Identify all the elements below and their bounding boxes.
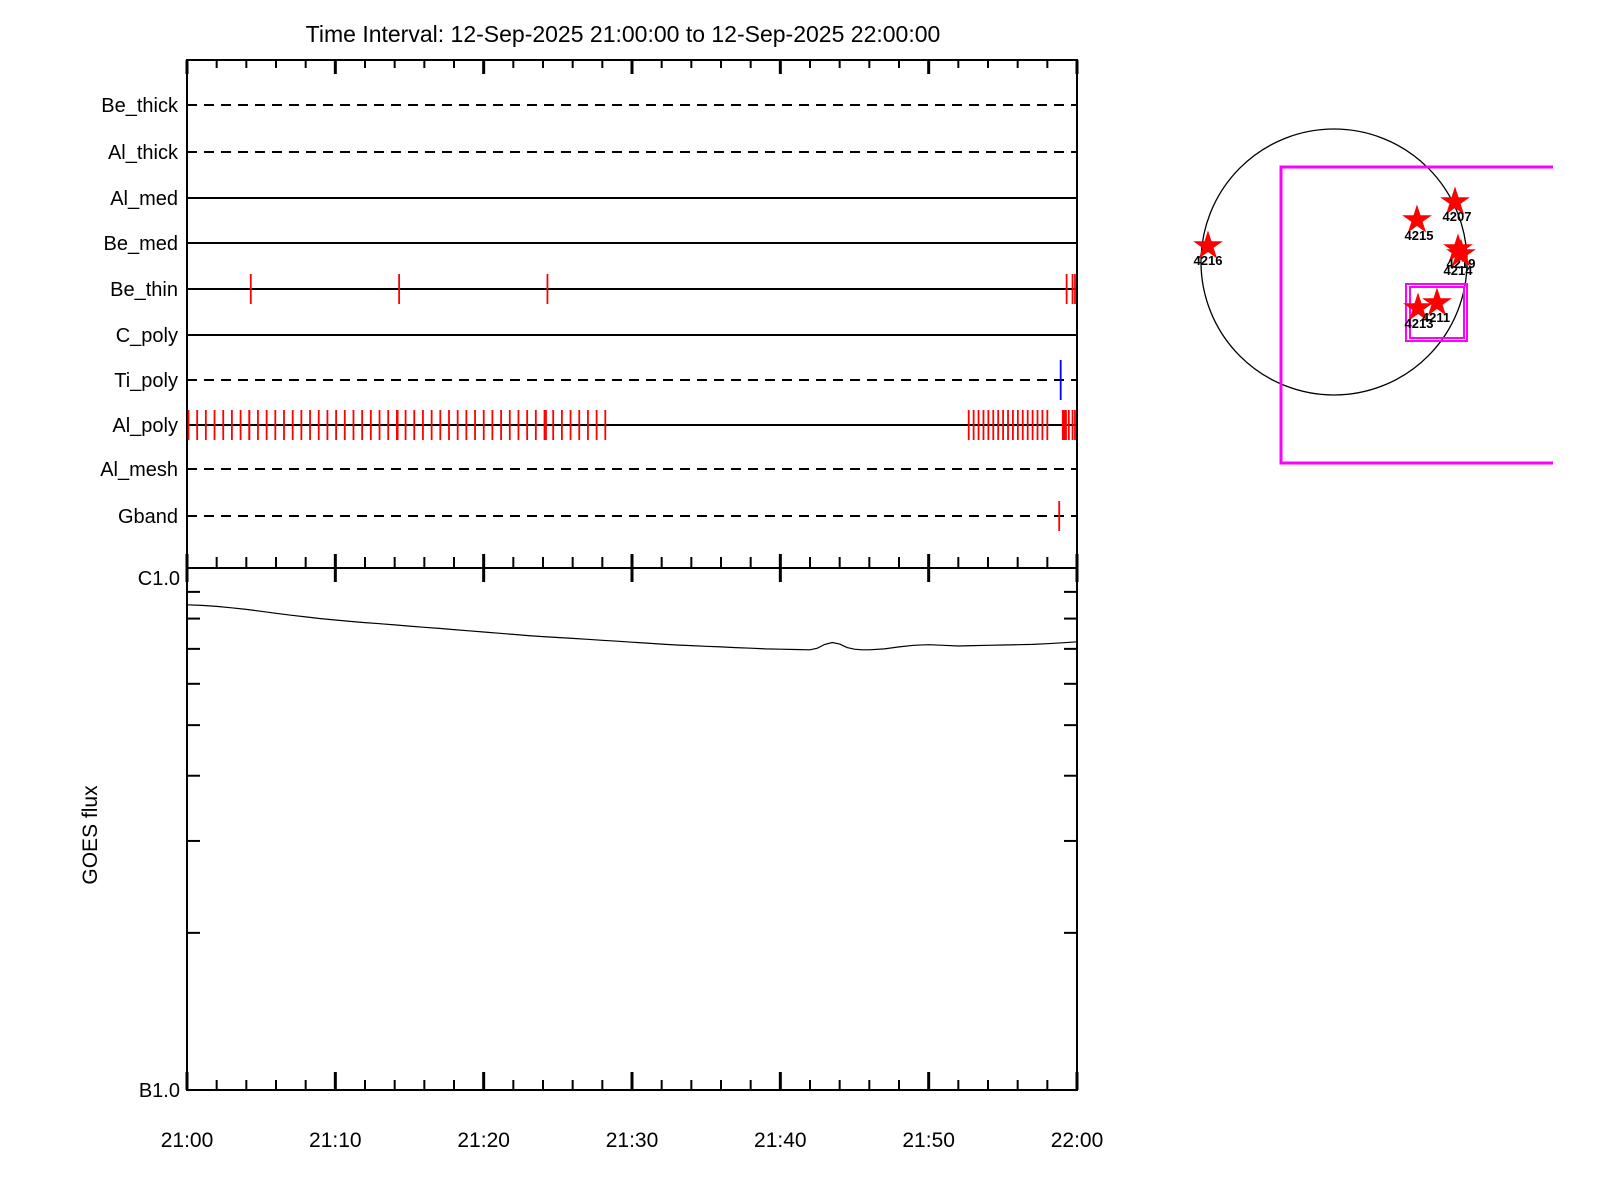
time-label-2200: 22:00 <box>1051 1129 1104 1152</box>
goes-lower-limit-label: B1.0 <box>139 1080 180 1102</box>
goes-frame <box>186 567 1078 1091</box>
filter-label-Al_thick: Al_thick <box>108 142 179 164</box>
filter-label-Be_thin: Be_thin <box>110 279 178 301</box>
time-label-2140: 21:40 <box>754 1129 807 1152</box>
time-label-2100: 21:00 <box>161 1129 214 1152</box>
active-region-label-4214: 4214 <box>1444 263 1474 278</box>
active-region-star-4215 <box>1402 204 1432 233</box>
fov-rect-small <box>1405 283 1468 342</box>
fov-rect-large <box>1279 165 1553 465</box>
active-region-label-4207: 4207 <box>1443 209 1472 224</box>
solar-limb-circle <box>1200 128 1468 396</box>
active-region-label-4211: 4211 <box>1422 310 1450 325</box>
filter-label-Al_med: Al_med <box>110 188 178 210</box>
active-region-star-4207 <box>1440 186 1470 215</box>
active-region-label-4216: 4216 <box>1194 253 1223 268</box>
time-label-2130: 21:30 <box>606 1129 659 1152</box>
time-label-2120: 21:20 <box>457 1129 510 1152</box>
filter-label-Ti_poly: Ti_poly <box>114 370 178 392</box>
filter-label-Al_mesh: Al_mesh <box>100 459 178 481</box>
time-label-2110: 21:10 <box>309 1129 362 1152</box>
time-label-2150: 21:50 <box>902 1129 955 1152</box>
active-region-star-4216 <box>1193 230 1223 259</box>
active-region-label-4219: 4219 <box>1447 256 1476 271</box>
goes-axis-title: GOES flux <box>79 785 102 885</box>
exposure-ticks <box>187 274 1076 531</box>
fov-rect-small <box>1409 286 1465 339</box>
time-axis-labels: 21:00 21:10 21:20 21:30 21:40 21:50 22:00 <box>161 1129 1104 1152</box>
chart-title: Time Interval: 12-Sep-2025 21:00:00 to 1… <box>306 21 941 47</box>
goes-flux-plot <box>186 590 1078 934</box>
filter-label-Be_thick: Be_thick <box>101 95 179 117</box>
active-region-star-4214 <box>1446 238 1476 267</box>
active-region-label-4215: 4215 <box>1405 228 1434 243</box>
time-axis-ticks <box>185 60 1079 1090</box>
active-region-star-4211 <box>1422 287 1452 316</box>
filter-label-Al_poly: Al_poly <box>112 415 178 437</box>
filter-label-Gband: Gband <box>118 506 178 528</box>
filter-label-C_poly: C_poly <box>116 325 178 347</box>
active-region-star-4213 <box>1403 292 1433 321</box>
goes-upper-limit-label: C1.0 <box>138 568 180 590</box>
goes-flux-curve <box>186 604 1078 651</box>
filter-rows: Be_thick Al_thick Al_med Be_med Be_thin C_pol… <box>100 95 1077 528</box>
filter-label-Be_med: Be_med <box>104 233 179 255</box>
timeline-frame <box>186 59 1078 569</box>
active-region-label-4213: 4213 <box>1405 316 1434 331</box>
